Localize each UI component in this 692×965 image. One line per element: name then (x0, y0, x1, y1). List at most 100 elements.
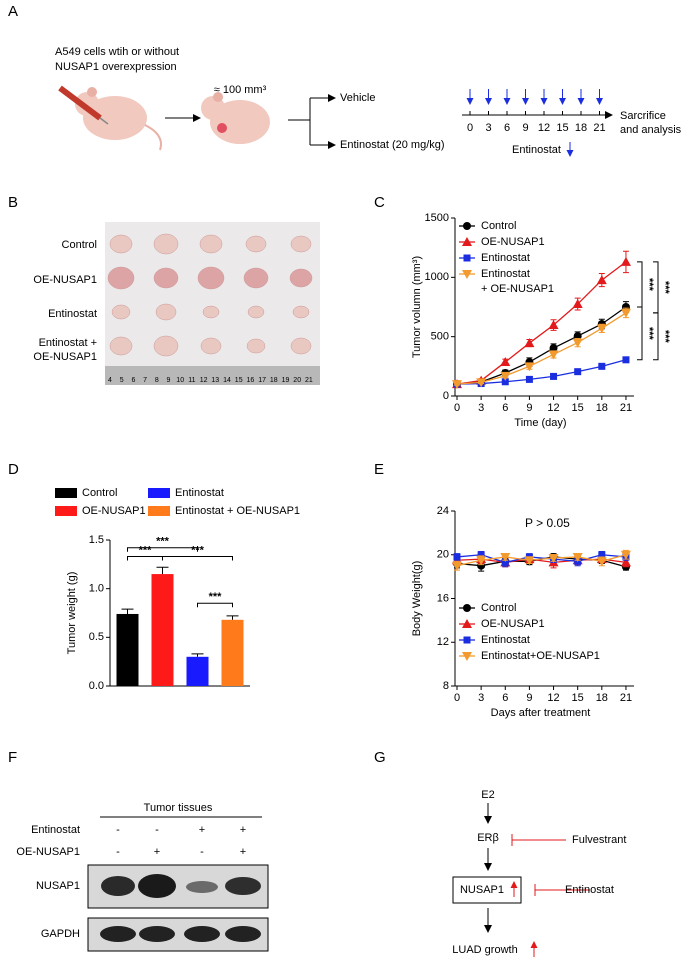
legend-swatch (55, 506, 77, 516)
bar (116, 613, 139, 686)
panel-label: G (374, 749, 386, 766)
y-tick-label: 1000 (425, 271, 449, 283)
legend-label: Entinostat+OE-NUSAP1 (481, 650, 600, 662)
panel-g: E2 ERβ Fulvestrant NUSAP1 Entinostat LUA… (452, 789, 626, 957)
sign: - (116, 824, 120, 836)
significance-bracket (653, 312, 659, 361)
node: E2 (481, 789, 494, 801)
y-tick-label: 0.5 (89, 631, 104, 643)
legend-label: Entinostat (481, 634, 530, 646)
significance: *** (659, 330, 671, 344)
marker (501, 378, 509, 386)
marker (548, 554, 559, 564)
x-tick-label: 15 (572, 692, 584, 704)
inhibitor: Entinostat (565, 884, 614, 896)
tumor (153, 267, 179, 289)
significance-bracket (637, 261, 643, 308)
x-tick-label: 6 (502, 692, 508, 704)
inhibitor: Fulvestrant (572, 834, 626, 846)
marker (548, 320, 559, 330)
legend-label: OE-NUSAP1 (82, 505, 146, 517)
tumor (290, 235, 312, 253)
row-label: OE-NUSAP1 (33, 274, 97, 286)
ruler-label: 12 (200, 377, 208, 384)
x-tick-label: 18 (596, 402, 608, 414)
tumor (289, 268, 313, 288)
marker (500, 552, 511, 562)
legend-marker (463, 604, 471, 612)
ruler-label: 17 (258, 377, 266, 384)
significance: *** (139, 544, 153, 556)
significance: *** (156, 536, 170, 548)
ruler-label: 19 (282, 377, 290, 384)
tumor (200, 337, 222, 355)
panel-label: D (8, 461, 19, 478)
tumor (153, 233, 179, 255)
tumor (109, 336, 133, 356)
error-bar (121, 608, 134, 614)
significance-bracket (127, 547, 198, 552)
annotation: P > 0.05 (525, 516, 570, 530)
error-bar (156, 566, 169, 575)
y-tick-label: 0 (443, 390, 449, 402)
marker (525, 375, 533, 383)
node: LUAD growth (452, 944, 517, 956)
marker (476, 378, 487, 388)
ruler-label: 13 (211, 377, 219, 384)
y-axis-label: Tumor weight (g) (66, 572, 78, 655)
signs: - - + + - + - + (116, 824, 246, 858)
endpoint-text: Sarcrifice (620, 110, 666, 122)
sign: - (200, 846, 204, 858)
ruler-label: 20 (293, 377, 301, 384)
x-tick-label: 12 (547, 692, 559, 704)
cells-text: A549 cells wtih or without (55, 46, 179, 58)
legend-marker (462, 270, 472, 279)
x-tick-label: 21 (620, 692, 632, 704)
marker (572, 338, 583, 348)
y-tick-label: 1.5 (89, 534, 104, 546)
marker (550, 372, 558, 380)
sign: - (155, 824, 159, 836)
mouse (201, 92, 270, 144)
tumor (243, 267, 269, 289)
panel-label: E (374, 461, 384, 478)
series-line (456, 359, 627, 385)
legend-marker (463, 222, 471, 230)
marker (620, 550, 631, 560)
legend-marker (463, 254, 471, 262)
ruler-label: 5 (120, 377, 124, 384)
legend-label: Control (481, 220, 516, 232)
panel-a: A549 cells wtih or without NUSAP1 overex… (55, 46, 682, 157)
marker (452, 561, 462, 571)
tumor (246, 338, 266, 354)
error-bar (191, 653, 204, 657)
node: NUSAP1 (460, 884, 504, 896)
y-tick-label: 12 (437, 636, 449, 648)
x-tick-label: 6 (502, 402, 508, 414)
panel-label: A (8, 3, 18, 20)
timeline-days: 0 3 6 9 12 15 18 21 (466, 89, 606, 134)
marker (622, 356, 630, 364)
sign: - (116, 846, 120, 858)
error-bar (226, 615, 239, 620)
marker (501, 558, 509, 566)
sign: + (240, 824, 246, 836)
tumor (109, 234, 133, 254)
condition-label: Entinostat (31, 824, 80, 836)
x-tick-label: 9 (526, 692, 532, 704)
legend-marker (463, 636, 471, 644)
tumor (245, 235, 267, 253)
ruler-label: 18 (270, 377, 278, 384)
significance-bracket (127, 556, 163, 561)
y-tick-label: 24 (437, 505, 449, 517)
ruler-label: 16 (247, 377, 255, 384)
x-tick-label: 0 (454, 692, 460, 704)
significance-bracket (162, 556, 233, 561)
legend-label: Entinostat (175, 487, 224, 499)
legend-label: Entinostat (481, 252, 530, 264)
y-tick-label: 16 (437, 592, 449, 604)
series-line (456, 554, 627, 564)
marker (524, 362, 535, 372)
marker (500, 371, 511, 381)
ruler-label: 11 (188, 377, 195, 384)
